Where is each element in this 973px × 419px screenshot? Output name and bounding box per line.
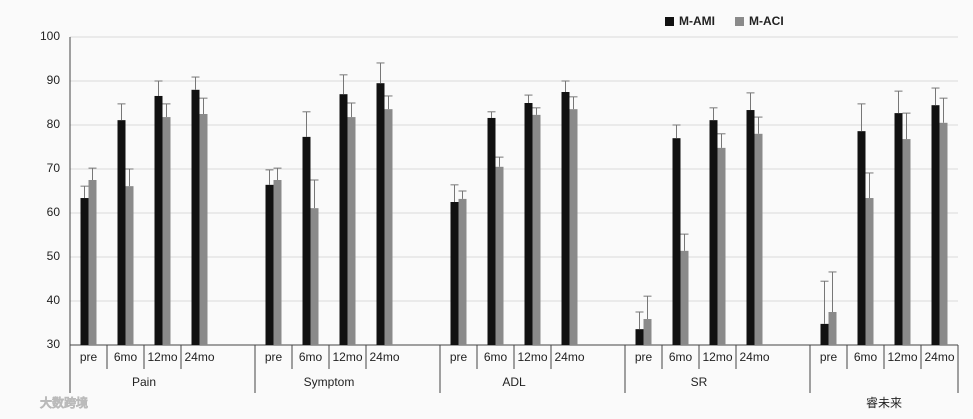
- bar: [487, 117, 496, 346]
- bar: [273, 180, 282, 345]
- bar: [384, 109, 393, 345]
- x-tick-label: 24mo: [184, 350, 214, 364]
- y-tick-label: 60: [47, 205, 61, 219]
- x-tick-label: 12mo: [147, 350, 177, 364]
- bar: [865, 198, 874, 345]
- x-tick-label: 12mo: [332, 350, 362, 364]
- bar: [154, 95, 163, 346]
- x-tick-label: 6mo: [484, 350, 508, 364]
- x-tick-label: 24mo: [369, 350, 399, 364]
- bar: [125, 186, 134, 345]
- bar: [643, 319, 652, 345]
- x-tick-label: 6mo: [114, 350, 138, 364]
- y-tick-label: 50: [47, 249, 61, 263]
- bar: [939, 122, 948, 345]
- bar: [902, 139, 911, 345]
- x-tick-label: 24mo: [924, 350, 954, 364]
- bar: [828, 312, 837, 345]
- bar: [458, 198, 467, 345]
- bar: [532, 114, 541, 345]
- bar: [495, 166, 504, 345]
- watermark: 大数跨境: [40, 395, 88, 410]
- y-tick-label: 80: [47, 117, 61, 131]
- y-tick-label: 40: [47, 293, 61, 307]
- bar: [450, 202, 459, 345]
- group-label: Symptom: [304, 375, 355, 389]
- bar: [635, 329, 644, 345]
- bar: [199, 114, 208, 345]
- group-label: SR: [691, 375, 708, 389]
- bar: [709, 120, 718, 345]
- bar: [162, 117, 171, 345]
- y-tick-label: 70: [47, 161, 61, 175]
- bar: [117, 120, 126, 345]
- legend-label: M-ACI: [749, 14, 784, 28]
- bar: [80, 198, 89, 345]
- y-tick-label: 100: [40, 29, 60, 43]
- bar: [88, 180, 97, 345]
- x-tick-label: 12mo: [702, 350, 732, 364]
- bar: [569, 109, 578, 345]
- x-tick-label: 12mo: [517, 350, 547, 364]
- bar: [347, 117, 356, 345]
- x-tick-label: 6mo: [669, 350, 693, 364]
- x-tick-label: 12mo: [887, 350, 917, 364]
- x-tick-label: pre: [265, 350, 283, 364]
- bar: [746, 110, 755, 345]
- x-tick-label: 6mo: [299, 350, 323, 364]
- y-tick-label: 30: [47, 337, 61, 351]
- bar: [680, 250, 689, 345]
- x-tick-label: pre: [80, 350, 98, 364]
- group-label: ADL: [502, 375, 526, 389]
- bar: [339, 94, 348, 345]
- bar: [561, 92, 570, 345]
- legend-swatch: [735, 17, 744, 26]
- watermark: 睿未来: [866, 395, 902, 410]
- bar: [857, 131, 866, 345]
- bar: [191, 89, 200, 345]
- bar: [302, 136, 311, 345]
- group-label: Pain: [132, 375, 156, 389]
- bar: [672, 138, 681, 345]
- bar: [754, 133, 763, 345]
- bar: [376, 83, 385, 345]
- x-tick-label: pre: [635, 350, 653, 364]
- bar: [931, 105, 940, 345]
- x-tick-label: 24mo: [554, 350, 584, 364]
- x-tick-label: 24mo: [739, 350, 769, 364]
- x-tick-label: pre: [820, 350, 838, 364]
- x-tick-label: 6mo: [854, 350, 878, 364]
- y-tick-label: 90: [47, 73, 61, 87]
- bar: [894, 113, 903, 346]
- legend-label: M-AMI: [679, 14, 715, 28]
- legend-swatch: [665, 17, 674, 26]
- x-tick-label: pre: [450, 350, 468, 364]
- bar: [524, 103, 533, 345]
- bar: [717, 147, 726, 345]
- bar: [310, 208, 319, 345]
- bar: [265, 184, 274, 345]
- bar: [820, 323, 829, 345]
